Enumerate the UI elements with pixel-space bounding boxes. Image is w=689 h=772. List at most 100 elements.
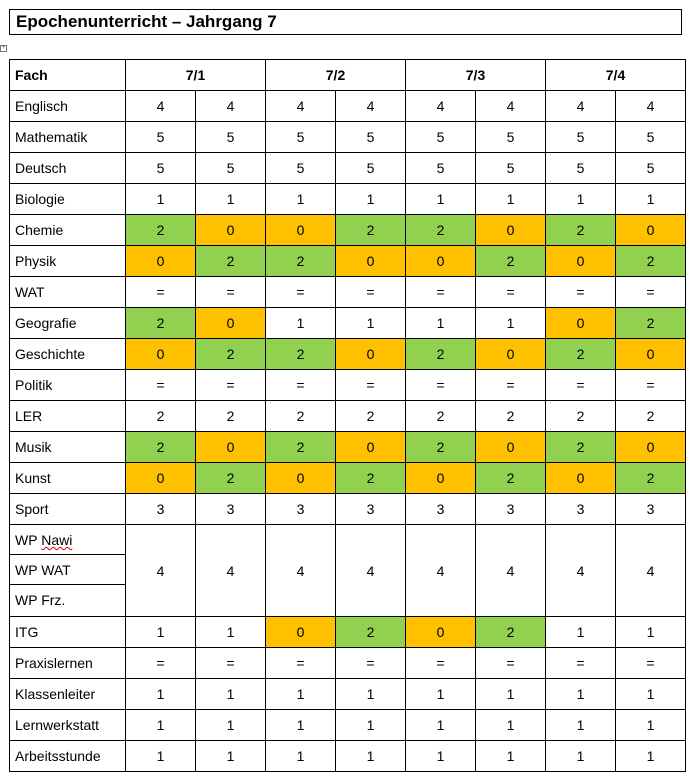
hours-cell[interactable]: 5 xyxy=(545,121,616,153)
hours-cell[interactable]: 0 xyxy=(615,214,686,246)
hours-cell[interactable]: = xyxy=(545,369,616,401)
hours-cell[interactable]: 2 xyxy=(475,616,546,648)
hours-cell[interactable]: 1 xyxy=(405,709,476,741)
hours-cell[interactable]: 2 xyxy=(475,400,546,432)
hours-cell[interactable]: 1 xyxy=(615,183,686,215)
hours-cell[interactable]: 4 xyxy=(335,90,406,122)
hours-cell[interactable]: 2 xyxy=(405,431,476,463)
hours-cell[interactable]: 0 xyxy=(265,462,336,494)
hours-cell[interactable]: 0 xyxy=(125,245,196,277)
hours-cell[interactable]: 1 xyxy=(335,678,406,710)
subject-cell[interactable]: Sport xyxy=(9,493,126,525)
hours-cell[interactable]: = xyxy=(335,647,406,679)
hours-cell[interactable]: 0 xyxy=(265,616,336,648)
hours-cell[interactable]: 2 xyxy=(125,400,196,432)
hours-cell[interactable]: 4 xyxy=(195,90,266,122)
hours-cell[interactable]: 2 xyxy=(405,214,476,246)
hours-cell[interactable]: 1 xyxy=(405,183,476,215)
hours-cell[interactable]: 0 xyxy=(475,214,546,246)
hours-cell[interactable]: 1 xyxy=(545,709,616,741)
subject-cell[interactable]: Biologie xyxy=(9,183,126,215)
hours-cell[interactable]: 0 xyxy=(335,338,406,370)
hours-cell[interactable]: 1 xyxy=(545,678,616,710)
hours-cell[interactable]: 5 xyxy=(545,152,616,184)
hours-cell[interactable]: 0 xyxy=(195,307,266,339)
hours-cell[interactable]: = xyxy=(405,369,476,401)
hours-cell[interactable]: 2 xyxy=(125,214,196,246)
hours-cell[interactable]: 1 xyxy=(475,183,546,215)
hours-cell[interactable]: 1 xyxy=(195,183,266,215)
hours-cell[interactable]: 2 xyxy=(265,400,336,432)
subject-cell[interactable]: Geografie xyxy=(9,307,126,339)
hours-cell[interactable]: 5 xyxy=(335,152,406,184)
hours-cell[interactable]: = xyxy=(475,369,546,401)
hours-cell[interactable]: 2 xyxy=(405,338,476,370)
hours-cell[interactable]: 4 xyxy=(125,524,196,617)
hours-cell[interactable]: 3 xyxy=(125,493,196,525)
hours-cell[interactable]: = xyxy=(125,276,196,308)
hours-cell[interactable]: 1 xyxy=(405,307,476,339)
subject-cell[interactable]: Physik xyxy=(9,245,126,277)
hours-cell[interactable]: 0 xyxy=(195,431,266,463)
hours-cell[interactable]: 4 xyxy=(405,90,476,122)
hours-cell[interactable]: 0 xyxy=(125,462,196,494)
hours-cell[interactable]: 5 xyxy=(475,121,546,153)
hours-cell[interactable]: 4 xyxy=(195,524,266,617)
hours-cell[interactable]: 4 xyxy=(615,90,686,122)
hours-cell[interactable]: 0 xyxy=(125,338,196,370)
hours-cell[interactable]: = xyxy=(615,276,686,308)
hours-cell[interactable]: 0 xyxy=(615,338,686,370)
hours-cell[interactable]: 1 xyxy=(195,616,266,648)
subject-cell[interactable]: Klassenleiter xyxy=(9,678,126,710)
hours-cell[interactable]: 2 xyxy=(195,245,266,277)
hours-cell[interactable]: 0 xyxy=(475,338,546,370)
hours-cell[interactable]: 4 xyxy=(545,90,616,122)
hours-cell[interactable]: 2 xyxy=(615,245,686,277)
header-class-7-2[interactable]: 7/2 xyxy=(265,59,406,91)
header-class-7-3[interactable]: 7/3 xyxy=(405,59,546,91)
hours-cell[interactable]: 3 xyxy=(335,493,406,525)
hours-cell[interactable]: = xyxy=(195,647,266,679)
hours-cell[interactable]: 0 xyxy=(195,214,266,246)
hours-cell[interactable]: 2 xyxy=(405,400,476,432)
hours-cell[interactable]: = xyxy=(265,647,336,679)
hours-cell[interactable]: 2 xyxy=(545,338,616,370)
header-class-7-4[interactable]: 7/4 xyxy=(545,59,686,91)
hours-cell[interactable]: 1 xyxy=(265,307,336,339)
hours-cell[interactable]: = xyxy=(125,369,196,401)
subject-cell[interactable]: Politik xyxy=(9,369,126,401)
hours-cell[interactable]: 5 xyxy=(195,152,266,184)
hours-cell[interactable]: 1 xyxy=(475,709,546,741)
hours-cell[interactable]: 2 xyxy=(545,431,616,463)
hours-cell[interactable]: 3 xyxy=(405,493,476,525)
hours-cell[interactable]: 1 xyxy=(615,616,686,648)
hours-cell[interactable]: 1 xyxy=(265,183,336,215)
hours-cell[interactable]: 4 xyxy=(545,524,616,617)
hours-cell[interactable]: 1 xyxy=(545,616,616,648)
hours-cell[interactable]: 2 xyxy=(545,214,616,246)
hours-cell[interactable]: 2 xyxy=(615,400,686,432)
hours-cell[interactable]: 2 xyxy=(615,307,686,339)
hours-cell[interactable]: 4 xyxy=(125,90,196,122)
hours-cell[interactable]: 0 xyxy=(615,431,686,463)
hours-cell[interactable]: = xyxy=(475,647,546,679)
hours-cell[interactable]: 5 xyxy=(125,121,196,153)
hours-cell[interactable]: 1 xyxy=(125,709,196,741)
hours-cell[interactable]: 5 xyxy=(405,121,476,153)
hours-cell[interactable]: 5 xyxy=(335,121,406,153)
hours-cell[interactable]: = xyxy=(545,276,616,308)
document-title-box[interactable]: Epochenunterricht – Jahrgang 7 xyxy=(9,9,682,35)
hours-cell[interactable]: = xyxy=(125,647,196,679)
hours-cell[interactable]: 0 xyxy=(545,462,616,494)
subject-cell[interactable]: Chemie xyxy=(9,214,126,246)
hours-cell[interactable]: 4 xyxy=(265,90,336,122)
hours-cell[interactable]: 2 xyxy=(335,616,406,648)
hours-cell[interactable]: 2 xyxy=(475,462,546,494)
hours-cell[interactable]: = xyxy=(615,369,686,401)
hours-cell[interactable]: 4 xyxy=(475,524,546,617)
hours-cell[interactable]: 1 xyxy=(125,678,196,710)
hours-cell[interactable]: 5 xyxy=(405,152,476,184)
hours-cell[interactable]: 1 xyxy=(545,183,616,215)
hours-cell[interactable]: 2 xyxy=(195,462,266,494)
hours-cell[interactable]: 1 xyxy=(335,709,406,741)
